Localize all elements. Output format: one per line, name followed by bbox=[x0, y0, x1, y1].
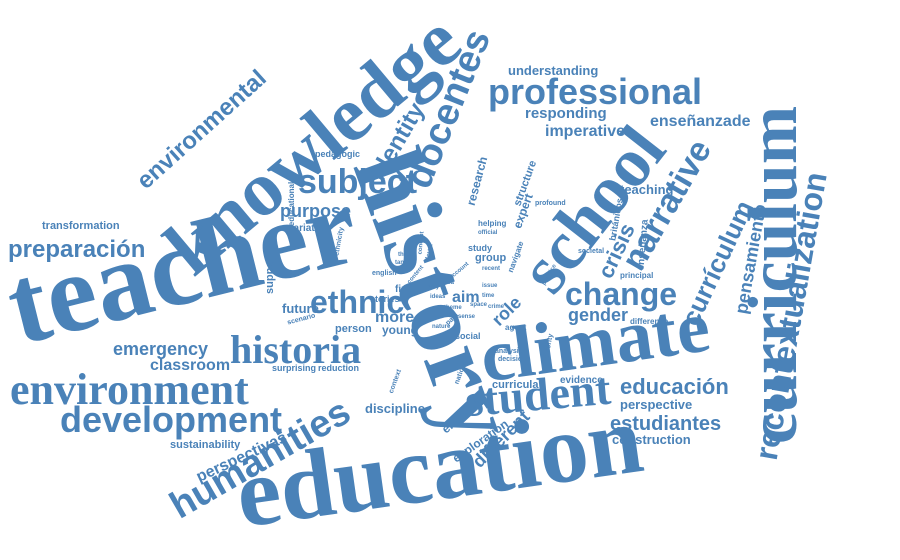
word-profound: profound bbox=[535, 200, 566, 207]
word-surprising: surprising bbox=[272, 363, 317, 373]
word-recent: recent bbox=[482, 266, 501, 272]
word-more: more bbox=[375, 309, 415, 326]
word-educacion: educación bbox=[620, 374, 729, 399]
word-support: support bbox=[263, 253, 276, 294]
word-decision: decision bbox=[498, 356, 527, 363]
word-ideas: ideas bbox=[430, 294, 446, 300]
word-agent: agent bbox=[505, 323, 527, 332]
word-environment: environment bbox=[10, 365, 249, 414]
word-preparacion: preparación bbox=[8, 236, 146, 263]
word-understanding: understanding bbox=[508, 63, 599, 78]
word-reduction: reduction bbox=[318, 363, 360, 373]
word-difference: difference bbox=[630, 317, 669, 326]
word-analysis: analysis bbox=[495, 348, 523, 355]
word-study: study bbox=[468, 243, 493, 253]
word-imperative: imperative bbox=[545, 123, 626, 140]
word-transformation: transformation bbox=[42, 220, 120, 232]
word-discipline: discipline bbox=[365, 401, 425, 416]
word-responding: responding bbox=[525, 105, 607, 122]
word-gender: gender bbox=[568, 305, 629, 325]
word-development: development bbox=[60, 399, 283, 440]
word-teaching: teaching bbox=[620, 182, 674, 197]
word-person: person bbox=[335, 323, 372, 335]
word-group: group bbox=[475, 252, 507, 264]
word-historia: historia bbox=[230, 327, 362, 372]
word-purpose: purpose bbox=[280, 201, 352, 221]
word-curricula: curricula bbox=[492, 379, 539, 391]
word-young: young bbox=[382, 323, 418, 337]
word-ensenanzade: enseñanzade bbox=[650, 113, 751, 130]
word-tanto: tanto bbox=[395, 260, 410, 266]
word-ethnic: ethnic bbox=[310, 284, 405, 320]
word-principal: principal bbox=[620, 271, 654, 280]
word-professional: professional bbox=[488, 71, 703, 112]
word-time: time bbox=[482, 293, 495, 299]
word-idea: idea bbox=[442, 280, 455, 286]
word-emergency: emergency bbox=[113, 339, 209, 359]
word-research: research bbox=[463, 155, 491, 207]
word-sense: sense bbox=[458, 314, 476, 320]
word-pedagogic: pedagogic bbox=[315, 149, 361, 159]
word-estudiantes: estudiantes bbox=[610, 413, 722, 435]
word-way: way bbox=[428, 284, 440, 290]
word-variation: variation bbox=[288, 223, 330, 234]
word-english: english bbox=[372, 270, 397, 277]
word-issue: issue bbox=[482, 283, 498, 289]
word-subject: subject bbox=[298, 163, 418, 201]
word-social: social bbox=[455, 331, 481, 341]
word-official: official bbox=[478, 230, 498, 236]
word-crime: crime bbox=[488, 304, 505, 310]
word-perspective: perspective bbox=[620, 397, 693, 412]
word-societal: societal bbox=[578, 248, 605, 255]
word-sustainability: sustainability bbox=[170, 439, 241, 451]
word-evidence: evidence bbox=[560, 375, 603, 386]
word-context: context bbox=[387, 368, 404, 395]
word-construction: construction bbox=[612, 432, 691, 447]
word-theme: theme bbox=[444, 305, 462, 311]
word-helping: helping bbox=[478, 219, 507, 228]
word-classroom: classroom bbox=[150, 357, 231, 374]
word-space: space bbox=[470, 302, 488, 308]
word-educational: educational bbox=[287, 181, 297, 227]
word-threat: threat bbox=[398, 252, 415, 258]
word-nature: nature bbox=[432, 324, 451, 330]
word-change: change bbox=[565, 276, 678, 312]
word-fine: fine bbox=[395, 284, 413, 295]
word-aim: aim bbox=[452, 289, 480, 306]
word-future: future bbox=[282, 301, 319, 316]
word-stories: stories bbox=[370, 294, 400, 304]
